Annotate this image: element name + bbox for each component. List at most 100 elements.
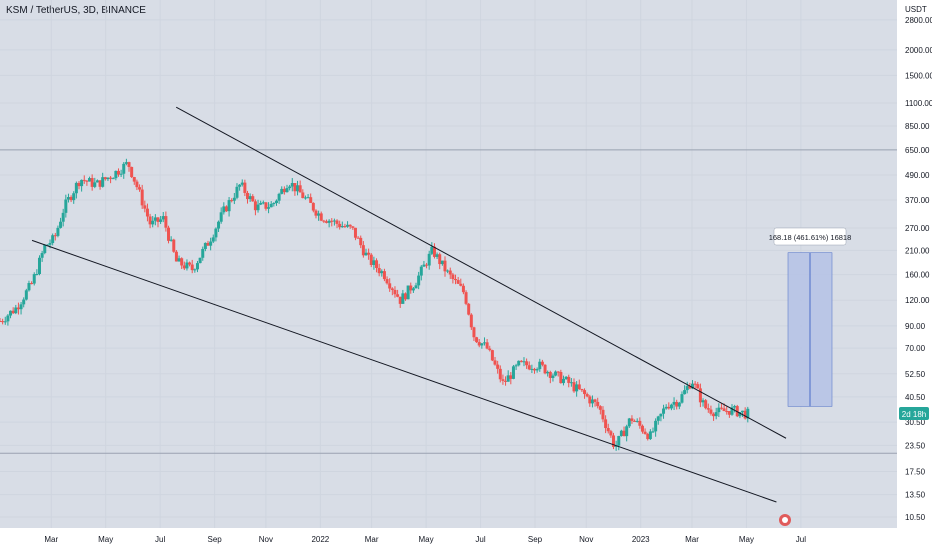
candle-body (477, 342, 481, 346)
candle-body (456, 280, 460, 284)
candle-body (148, 216, 152, 225)
x-tick-label: May (739, 535, 754, 544)
candle-body (116, 170, 120, 175)
candle-body (459, 283, 463, 286)
y-tick-label: 160.00 (905, 271, 930, 280)
candle-body (109, 177, 113, 179)
candle-body (564, 376, 568, 379)
candle-body (288, 186, 292, 189)
y-tick-label: 490.00 (905, 171, 930, 180)
time-axis[interactable] (0, 528, 932, 550)
candle-body (743, 410, 747, 419)
candle-body (246, 192, 250, 200)
candle-body (612, 435, 616, 447)
candle-body (185, 262, 189, 269)
candle-body (393, 289, 397, 295)
candle-body (340, 226, 344, 228)
candle-body (669, 404, 673, 409)
last-price-badge-text: 2d 18h (902, 410, 926, 419)
candle-body (277, 193, 281, 201)
candle-body (717, 407, 721, 413)
candle-body (401, 293, 405, 304)
candle-body (138, 187, 142, 190)
candle-body (506, 375, 510, 382)
candle-body (511, 366, 515, 379)
candle-body (390, 288, 394, 290)
candle-body (182, 265, 186, 269)
x-tick-label: Mar (685, 535, 699, 544)
candle-body (251, 196, 255, 202)
candle-body (80, 179, 84, 187)
candle-body (601, 409, 605, 420)
candle-body (598, 406, 602, 410)
candle-body (306, 197, 310, 199)
candle-body (180, 258, 184, 266)
candle-body (322, 220, 326, 222)
plot-area[interactable] (0, 0, 897, 528)
candle-body (343, 226, 347, 228)
candle-body (409, 285, 413, 291)
candle-body (667, 406, 671, 409)
candle-body (282, 188, 286, 193)
candle-body (135, 181, 139, 188)
candle-body (122, 163, 126, 174)
candle-body (167, 227, 171, 241)
candle-body (59, 221, 63, 228)
candle-body (417, 275, 421, 286)
candle-body (622, 430, 626, 437)
candle-body (285, 188, 289, 193)
candle-body (548, 371, 552, 378)
candle-body (269, 203, 273, 208)
candle-body (238, 184, 242, 187)
y-tick-label: 210.00 (905, 246, 930, 255)
candle-body (596, 401, 600, 407)
candle-body (530, 368, 534, 370)
candle-body (9, 310, 13, 316)
candle-body (293, 183, 297, 192)
y-tick-label: 370.00 (905, 196, 930, 205)
candle-body (604, 419, 608, 429)
candle-body (217, 221, 221, 229)
candle-body (662, 408, 666, 414)
candle-body (619, 430, 623, 436)
candle-body (472, 327, 476, 338)
y-tick-label: 1100.00 (905, 99, 932, 108)
candle-body (583, 390, 587, 395)
candle-body (290, 183, 294, 187)
candle-body (169, 239, 173, 241)
candle-body (493, 360, 497, 365)
candle-body (675, 401, 679, 407)
candle-body (256, 204, 260, 211)
candle-body (327, 220, 331, 223)
candle-body (664, 406, 668, 409)
x-tick-label: Mar (365, 535, 379, 544)
candle-body (319, 213, 323, 221)
candle-body (230, 200, 234, 202)
candle-body (37, 257, 41, 275)
candle-body (475, 337, 479, 343)
candle-body (569, 382, 573, 384)
x-tick-label: 2023 (632, 535, 650, 544)
candle-body (16, 307, 20, 310)
candle-body (22, 299, 26, 305)
candle-body (451, 274, 455, 280)
candle-body (301, 192, 305, 199)
candle-body (527, 365, 531, 370)
candle-body (741, 410, 745, 413)
candle-body (227, 200, 231, 212)
candle-body (490, 350, 494, 361)
candle-body (504, 380, 508, 382)
candle-body (198, 257, 202, 264)
candle-body (422, 264, 426, 267)
candle-body (514, 365, 518, 367)
candle-body (317, 213, 321, 216)
price-axis[interactable] (897, 0, 932, 528)
y-tick-label: 52.50 (905, 370, 926, 379)
channel-lower-line (31, 239, 777, 503)
candle-body (132, 177, 136, 182)
x-tick-label: Nov (579, 535, 593, 544)
candle-body (446, 270, 450, 272)
candle-body (556, 371, 560, 373)
candle-body (127, 162, 131, 167)
candle-body (335, 220, 339, 224)
